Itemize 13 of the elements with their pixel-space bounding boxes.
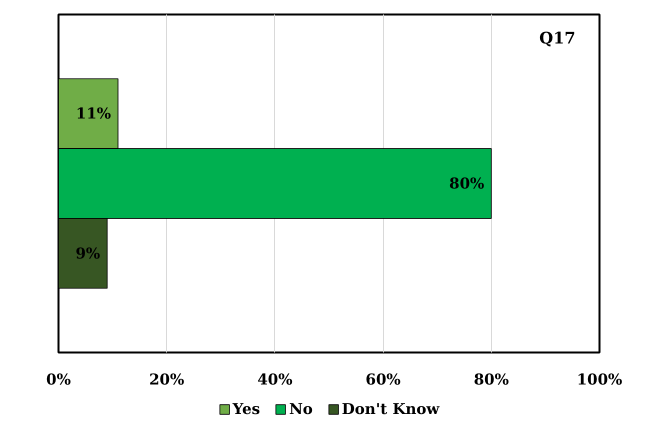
x-tick-label: 100%: [576, 370, 622, 388]
x-tick-label: 20%: [149, 370, 184, 388]
data-label: 80%: [449, 174, 484, 192]
x-tick-label: 60%: [366, 370, 401, 388]
x-tick-label: 0%: [46, 370, 71, 388]
text: Q17: [539, 28, 576, 48]
legend-label: Don't Know: [342, 400, 440, 418]
x-tick-label: 40%: [257, 370, 292, 388]
data-label: 11%: [76, 104, 112, 123]
legend-label: Yes: [232, 400, 260, 418]
x-tick-label: 80%: [474, 370, 509, 388]
data-label: 9%: [76, 244, 100, 262]
legend-label: No: [289, 400, 313, 418]
